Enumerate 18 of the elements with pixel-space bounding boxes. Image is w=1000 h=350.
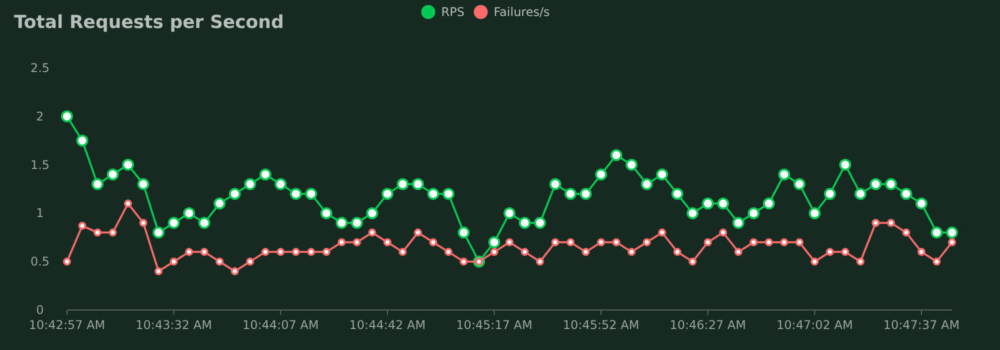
x-tick-label: 10:47:37 AM	[883, 318, 960, 332]
x-tick-label: 10:43:32 AM	[136, 318, 212, 332]
y-tick-label: 1	[36, 206, 44, 220]
y-tick-label: 2	[36, 109, 44, 124]
x-tick-label: 10:46:27 AM	[670, 318, 746, 332]
x-tick-label: 10:45:17 AM	[456, 318, 532, 332]
y-tick-label: 0.5	[30, 254, 50, 269]
x-tick-label: 10:45:52 AM	[562, 318, 640, 332]
legend-label: RPS	[441, 5, 464, 19]
x-tick-label: 10:44:42 AM	[349, 318, 426, 332]
y-tick-label: 2.5	[30, 61, 50, 75]
y-tick-label: 0	[36, 303, 44, 317]
x-tick-label: 10:42:57 AM	[28, 318, 106, 332]
chart-title: Total Requests per Second	[14, 12, 284, 33]
x-tick-label: 10:47:02 AM	[776, 318, 853, 332]
legend-label: Failures/s	[494, 5, 550, 19]
x-tick-label: 10:44:07 AM	[242, 318, 319, 332]
y-tick-label: 1.5	[30, 158, 50, 172]
